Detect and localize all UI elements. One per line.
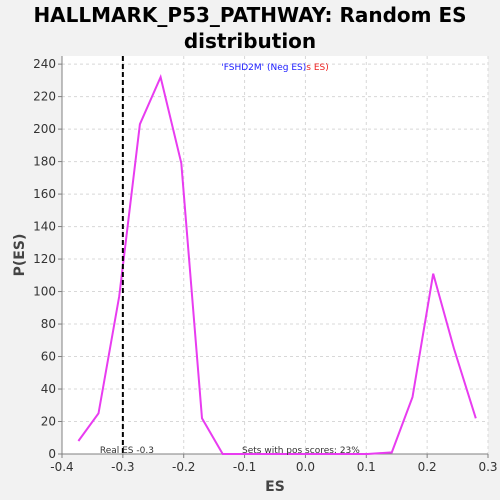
x-axis-title: ES [265, 479, 285, 495]
x-tick-label: -0.4 [50, 460, 73, 474]
series-layer [77, 73, 477, 455]
y-tick-label: 200 [33, 122, 56, 136]
chart-title-line-2: distribution [183, 29, 317, 53]
x-tick-label: -0.1 [233, 460, 256, 474]
x-tick-label: 0.0 [296, 460, 315, 474]
plot-area [62, 56, 488, 454]
y-tick-label: 120 [33, 252, 56, 266]
series-line [77, 73, 477, 455]
pos-scores-label: Sets with pos scores: 23% [242, 446, 360, 456]
y-tick-label: 140 [33, 220, 56, 234]
y-tick-label: 40 [41, 382, 56, 396]
annotation-layer: 'FSHD2M' (Neg ES)s ES) Real ES -0.3 Sets w… [100, 56, 360, 456]
chart-title: HALLMARK_P53_PATHWAY: Random ES distribu… [0, 2, 500, 54]
y-tick-label: 20 [41, 415, 56, 429]
y-tick-label: 240 [33, 57, 56, 71]
y-axis-title: P(ES) [12, 234, 28, 277]
chart-title-line-1: HALLMARK_P53_PATHWAY: Random ES [33, 3, 467, 27]
x-tick-label: -0.3 [111, 460, 134, 474]
ticks-layer: 0 20 40 60 80 100 120 140 160 180 200 220 240 -0.4 -0.… [33, 57, 497, 474]
y-tick-label: 80 [41, 317, 56, 331]
x-tick-label: 0.2 [418, 460, 437, 474]
y-tick-label: 160 [33, 187, 56, 201]
x-tick-label: 0.3 [478, 460, 497, 474]
y-tick-label: 180 [33, 155, 56, 169]
legend-text: 'FSHD2M' (Neg ES)s ES) [221, 63, 328, 73]
y-tick-label: 100 [33, 285, 56, 299]
legend-text-neg: 'FSHD2M' (Neg ES) [221, 63, 306, 73]
real-es-label: Real ES -0.3 [100, 446, 154, 456]
y-tick-label: 0 [48, 447, 56, 461]
x-tick-label: 0.1 [357, 460, 376, 474]
x-tick-label: -0.2 [172, 460, 195, 474]
y-tick-label: 60 [41, 350, 56, 364]
legend-text-pos: s ES) [306, 63, 328, 73]
y-tick-label: 220 [33, 90, 56, 104]
